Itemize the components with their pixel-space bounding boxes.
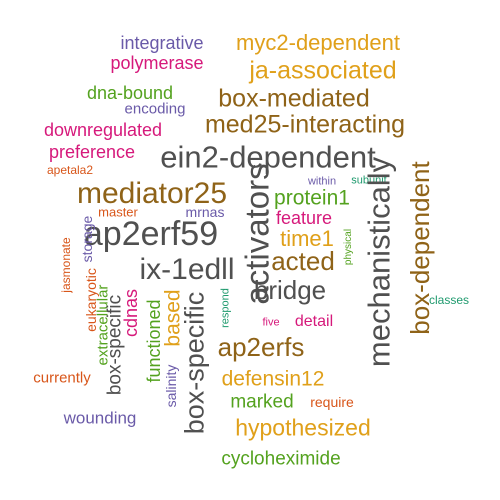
word-apetala2: apetala2: [46, 163, 94, 177]
word-time1: time1: [280, 226, 334, 251]
word-feature: feature: [275, 208, 333, 228]
word-subunit: subunit: [351, 174, 387, 187]
word-jasmonate: jasmonate: [59, 237, 73, 293]
word-functioned: functioned: [144, 299, 164, 383]
word-currently: currently: [33, 369, 91, 387]
word-defensin12: defensin12: [221, 367, 325, 391]
word-ja-associated: ja-associated: [249, 56, 397, 85]
word-mediator25: mediator25: [76, 177, 228, 210]
word-preference: preference: [48, 142, 136, 162]
word-encoding: encoding: [124, 100, 186, 118]
word-box-dependent: box-dependent: [405, 161, 435, 335]
word-master: master: [98, 204, 138, 220]
word-wounding: wounding: [63, 408, 137, 428]
word-detail: detail: [294, 313, 334, 330]
word-myc2-dependent: myc2-dependent: [236, 30, 400, 55]
word-five: five: [262, 316, 280, 329]
word-require: require: [310, 394, 354, 410]
word-integrative: integrative: [120, 33, 204, 53]
word-ix-1edll: ix-1edll: [139, 253, 235, 286]
word-mrnas: mrnas: [185, 204, 225, 220]
word-ap2erfs: ap2erfs: [217, 332, 305, 362]
word-mechanistically: mechanistically: [361, 156, 397, 368]
word-protein1: protein1: [274, 186, 350, 210]
word-box-specific-small: box-specific: [104, 294, 126, 396]
word-ein2-dependent: ein2-dependent: [160, 139, 376, 175]
word-classes: classes: [428, 293, 470, 307]
word-respond: respond: [219, 288, 232, 328]
word-ap2erf59: ap2erf59: [83, 215, 219, 253]
word-med25-interacting: med25-interacting: [204, 110, 406, 139]
word-storage: storage: [79, 215, 95, 263]
word-hypothesized: hypothesized: [235, 414, 371, 441]
word-marked: marked: [230, 391, 294, 413]
word-box-specific: box-specific: [179, 291, 210, 435]
word-within: within: [307, 175, 337, 188]
word-box-mediated: box-mediated: [218, 84, 370, 113]
word-salinity: salinity: [163, 364, 179, 408]
word-polymerase: polymerase: [110, 53, 204, 73]
word-physical: physical: [343, 228, 354, 266]
word-bridge: bridge: [253, 275, 327, 305]
word-dna-bound: dna-bound: [86, 83, 174, 103]
word-cycloheximide: cycloheximide: [221, 448, 341, 470]
word-downregulated: downregulated: [43, 120, 163, 140]
word-acted: acted: [271, 246, 335, 276]
